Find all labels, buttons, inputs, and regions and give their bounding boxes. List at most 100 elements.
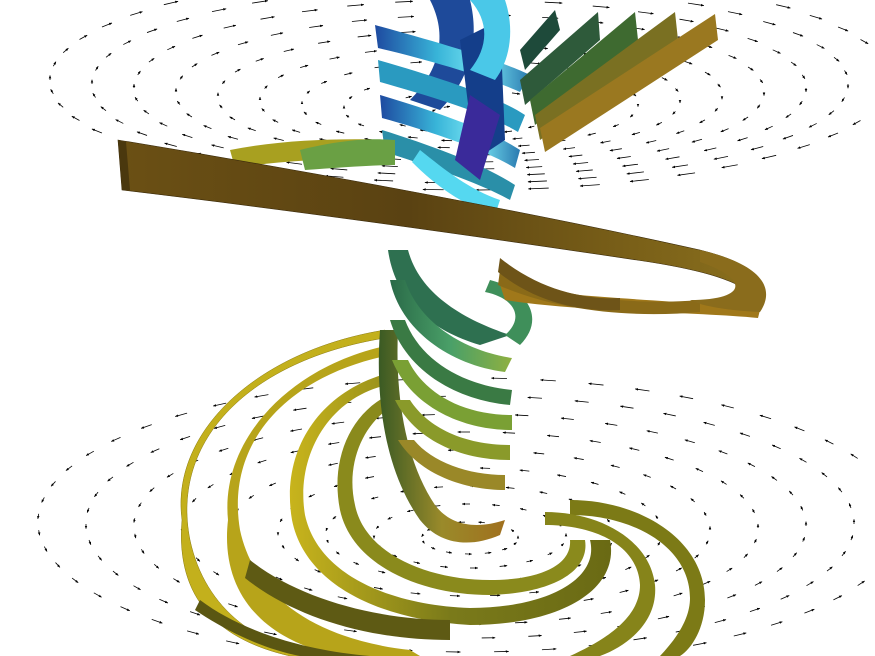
vector-field-arrow — [589, 439, 601, 443]
vector-field-arrow — [544, 1, 563, 5]
vector-field-arrow — [308, 494, 315, 498]
vector-field-arrow — [806, 581, 814, 587]
vector-field-arrow — [573, 630, 587, 633]
vector-field-arrow — [675, 567, 683, 572]
back-spiral-streamribbons — [230, 139, 760, 318]
vector-field-arrow — [395, 0, 414, 3]
vector-field-arrow — [622, 163, 639, 168]
vector-field-arrow — [604, 422, 618, 426]
vector-field-arrow — [770, 621, 783, 626]
vector-field-arrow — [218, 447, 229, 452]
vector-field-arrow — [610, 464, 620, 468]
vector-field-arrow — [264, 631, 277, 636]
vector-field-arrow — [848, 503, 852, 509]
vector-field-arrow — [166, 473, 174, 478]
vector-field-arrow — [625, 566, 632, 570]
vector-field-arrow — [107, 476, 114, 482]
vector-field-arrow — [799, 457, 807, 463]
vector-field-arrow — [727, 594, 737, 599]
vector-field-arrow — [826, 566, 833, 572]
vector-field-arrow — [100, 106, 107, 112]
upper-ribbon-5 — [382, 130, 515, 200]
stem-ribbon-lower — [378, 330, 505, 543]
vector-field-arrow — [643, 474, 651, 478]
vector-field-arrow — [513, 542, 517, 546]
vector-field-arrow — [801, 74, 806, 80]
vector-field-arrow — [676, 130, 685, 134]
vector-field-arrow — [293, 407, 307, 412]
vector-field-arrow — [62, 47, 69, 53]
vector-field-arrow — [733, 632, 747, 637]
vector-field-arrow — [560, 417, 574, 420]
vector-field-arrow — [572, 162, 589, 165]
vector-field-arrow — [771, 476, 778, 481]
vector-field-arrow — [211, 144, 224, 149]
vector-field-arrow — [664, 456, 674, 461]
vector-field-arrow — [626, 171, 644, 175]
vector-field-arrow — [50, 88, 54, 94]
vector-field-arrow — [852, 120, 861, 126]
vector-field-arrow — [410, 60, 423, 64]
vector-field-arrow — [743, 553, 748, 558]
vector-field-arrow — [816, 44, 825, 49]
vector-field-arrow — [687, 2, 705, 7]
vector-field-arrow — [153, 564, 160, 569]
vector-field-arrow — [703, 421, 715, 426]
band-left-end — [118, 140, 130, 190]
vector-field-arrow — [756, 104, 761, 109]
vector-field-arrow — [600, 140, 611, 144]
vector-field-arrow — [268, 482, 276, 487]
vector-field-arrow — [248, 494, 254, 499]
vector-field-arrow — [255, 58, 264, 62]
vector-field-arrow — [558, 617, 572, 620]
vector-field-arrow — [645, 554, 650, 559]
vector-field-arrow — [526, 173, 545, 176]
vector-field-arrow — [207, 484, 214, 489]
vector-field-arrow — [234, 68, 241, 73]
vector-field-arrow — [718, 450, 728, 455]
vector-field-arrow — [521, 151, 535, 155]
vector-field-arrow — [699, 119, 706, 124]
vector-field-arrow — [527, 187, 549, 191]
stem-ribbon-mid-e — [395, 400, 510, 460]
vector-field-arrow — [164, 142, 177, 147]
vector-field-arrow — [176, 17, 190, 22]
vector-field-arrow — [665, 156, 680, 161]
vector-field-arrow — [772, 49, 781, 54]
vector-field-arrow — [290, 428, 303, 432]
vector-field-arrow — [326, 539, 329, 544]
vector-field-arrow — [529, 590, 540, 594]
vector-field-arrow — [94, 491, 99, 497]
vector-field-arrow — [370, 496, 379, 500]
vector-field-arrow — [335, 551, 340, 555]
streamribbon-lower-8 — [195, 600, 370, 656]
vector-field-arrow — [328, 462, 338, 466]
stem-ribbon-mid-f — [398, 440, 505, 490]
vector-field-arrow — [679, 395, 694, 400]
vector-field-arrow — [348, 96, 353, 100]
vector-field-arrow — [174, 412, 188, 417]
vector-field-arrow — [828, 110, 835, 116]
vector-field-arrow — [134, 96, 139, 102]
vector-field-arrow — [693, 642, 707, 646]
vector-field-arrow — [499, 564, 508, 568]
vector-field-arrow — [275, 576, 283, 581]
vector-field-arrow — [192, 498, 197, 503]
vector-field-arrow — [503, 130, 513, 133]
band-edge-curl — [690, 250, 767, 312]
vector-field-arrow — [519, 508, 527, 511]
vector-field-arrow — [431, 546, 436, 550]
vector-field-arrow — [716, 27, 729, 32]
vector-field-arrow — [55, 562, 61, 568]
vector-field-arrow — [702, 580, 711, 585]
vector-field-arrow — [148, 57, 155, 63]
vector-field-arrow — [670, 485, 677, 490]
vector-field-arrow — [375, 525, 380, 529]
vector-field-arrow — [357, 123, 365, 127]
vector-field-arrow — [752, 508, 755, 514]
vector-field-arrow — [93, 592, 102, 598]
vector-field-arrow — [524, 158, 539, 162]
vector-field-arrow — [410, 592, 421, 595]
upper-ribbon-9 — [412, 150, 500, 215]
